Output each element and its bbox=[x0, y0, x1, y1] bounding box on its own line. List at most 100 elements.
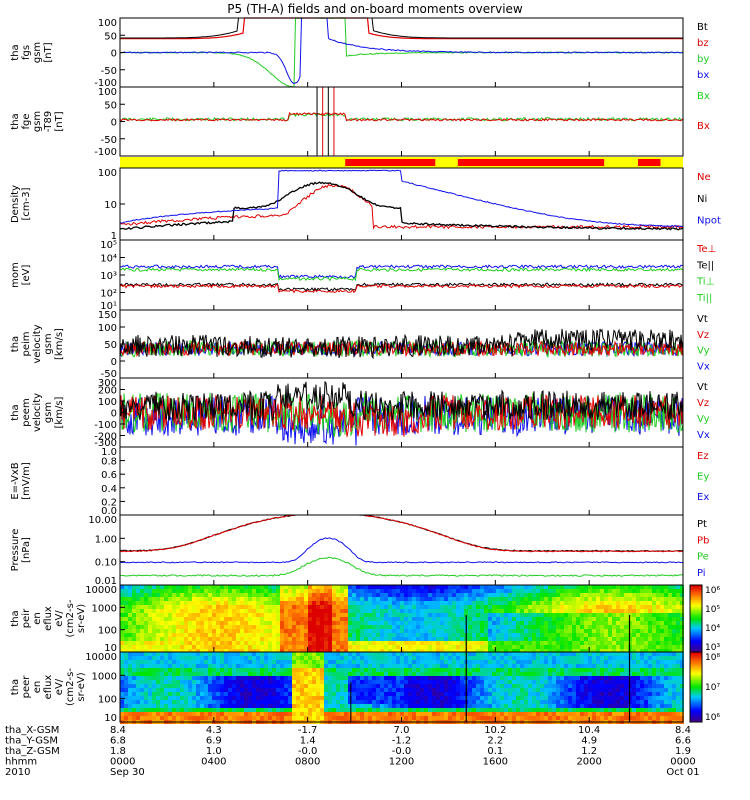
electron-spectrogram-cell bbox=[204, 668, 208, 672]
ion-spectrogram-cell bbox=[324, 617, 328, 621]
ion-spectrogram-cell bbox=[580, 617, 584, 621]
electron-spectrogram-cell bbox=[208, 692, 212, 696]
electron-spectrogram-cell bbox=[660, 700, 664, 704]
ion-spectrogram-cell bbox=[304, 629, 308, 633]
electron-spectrogram-cell bbox=[624, 688, 628, 692]
electron-spectrogram-cell bbox=[540, 652, 544, 656]
ion-spectrogram-cell bbox=[540, 641, 544, 645]
electron-spectrogram-cell bbox=[368, 660, 372, 664]
ion-spectrogram-cell bbox=[124, 637, 128, 641]
ion-spectrogram-cell bbox=[164, 593, 168, 597]
electron-spectrogram-cell bbox=[224, 652, 228, 656]
ion-spectrogram-cell bbox=[340, 649, 344, 653]
ion-spectrogram-cell bbox=[184, 633, 188, 637]
electron-spectrogram-cell bbox=[540, 696, 544, 700]
ion-spectrogram-cell bbox=[228, 613, 232, 617]
ion-spectrogram-cell bbox=[344, 629, 348, 633]
electron-spectrogram-cell bbox=[264, 692, 268, 696]
ion-spectrogram-cell bbox=[680, 633, 684, 637]
ion-spectrogram-cell bbox=[528, 645, 532, 649]
ion-spectrogram-cell bbox=[508, 645, 512, 649]
electron-spectrogram-cell bbox=[632, 704, 636, 708]
ion-spectrogram-cell bbox=[248, 633, 252, 637]
ion-spectrogram-cell bbox=[620, 629, 624, 633]
ion-spectrogram-cell bbox=[396, 613, 400, 617]
ion-spectrogram-cell bbox=[432, 621, 436, 625]
electron-spectrogram-cell bbox=[396, 704, 400, 708]
ion-spectrogram-cell bbox=[500, 613, 504, 617]
electron-spectrogram-cell bbox=[444, 712, 448, 716]
electron-spectrogram-cell bbox=[200, 660, 204, 664]
ion-spectrogram-cell bbox=[300, 641, 304, 645]
ion-spectrogram-cell bbox=[636, 633, 640, 637]
electron-spectrogram-cell bbox=[156, 696, 160, 700]
electron-spectrogram-cell bbox=[636, 704, 640, 708]
ion-spectrogram-cell bbox=[440, 629, 444, 633]
electron-spectrogram-cell bbox=[520, 652, 524, 656]
ion-spectrogram-cell bbox=[220, 645, 224, 649]
ion-spectrogram-cell bbox=[156, 633, 160, 637]
electron-spectrogram-cell bbox=[180, 700, 184, 704]
ion-spectrogram-cell bbox=[192, 649, 196, 653]
ion-spectrogram-cell bbox=[380, 617, 384, 621]
ion-spectrogram-cell bbox=[288, 629, 292, 633]
electron-spectrogram-cell bbox=[352, 712, 356, 716]
ion-spectrogram-cell bbox=[256, 613, 260, 617]
ion-spectrogram-cell bbox=[396, 625, 400, 629]
ion-spectrogram-cell bbox=[288, 605, 292, 609]
electron-spectrogram-cell bbox=[596, 708, 600, 712]
electron-spectrogram-cell bbox=[436, 716, 440, 720]
electron-spectrogram-cell bbox=[316, 684, 320, 688]
ion-spectrogram-cell bbox=[156, 597, 160, 601]
electron-spectrogram-cell bbox=[304, 668, 308, 672]
ion-spectrogram-cell bbox=[640, 585, 644, 589]
electron-spectrogram-cell bbox=[568, 656, 572, 660]
electron-spectrogram-cell bbox=[568, 652, 572, 656]
ion-spectrogram-cell bbox=[416, 597, 420, 601]
electron-spectrogram-cell bbox=[640, 696, 644, 700]
ion-spectrogram-cell bbox=[176, 597, 180, 601]
ion-spectrogram-cell bbox=[468, 617, 472, 621]
electron-spectrogram-cell bbox=[344, 712, 348, 716]
ion-spectrogram-cell bbox=[316, 593, 320, 597]
ion-spectrogram-cell bbox=[476, 585, 480, 589]
ion-spectrogram-cell bbox=[316, 637, 320, 641]
ion-spectrogram-cell bbox=[504, 605, 508, 609]
ion-spectrogram-cell bbox=[268, 617, 272, 621]
electron-spectrogram-cell bbox=[436, 692, 440, 696]
ion-spectrogram-cell bbox=[616, 621, 620, 625]
electron-spectrogram-cell bbox=[148, 704, 152, 708]
ion-spectrogram-cell bbox=[528, 633, 532, 637]
ion-spectrogram-cell bbox=[540, 617, 544, 621]
ion-spectrogram-cell bbox=[144, 633, 148, 637]
ion-spectrogram-cell bbox=[636, 585, 640, 589]
ion-spectrogram-cell bbox=[124, 585, 128, 589]
ion-spectrogram-cell bbox=[144, 605, 148, 609]
electron-spectrogram-cell bbox=[204, 656, 208, 660]
electron-spectrogram-cell bbox=[356, 700, 360, 704]
ion-spectrogram-cell bbox=[168, 649, 172, 653]
ion-spectrogram-cell bbox=[356, 613, 360, 617]
electron-spectrogram-cell bbox=[152, 704, 156, 708]
ion-spectrogram-cell bbox=[536, 629, 540, 633]
electron-spectrogram-cell bbox=[372, 656, 376, 660]
electron-spectrogram-cell bbox=[528, 660, 532, 664]
electron-spectrogram-cell bbox=[272, 664, 276, 668]
electron-spectrogram-cell bbox=[236, 668, 240, 672]
electron-spectrogram-cell bbox=[208, 680, 212, 684]
electron-spectrogram-cell bbox=[404, 688, 408, 692]
electron-spectrogram-cell bbox=[472, 696, 476, 700]
ion-spectrogram-cell bbox=[384, 641, 388, 645]
electron-spectrogram-cell bbox=[448, 688, 452, 692]
electron-spectrogram-cell bbox=[360, 672, 364, 676]
ion-spectrogram-cell bbox=[612, 605, 616, 609]
ion-spectrogram-cell bbox=[508, 621, 512, 625]
ion-spectrogram-cell bbox=[488, 589, 492, 593]
ion-spectrogram-cell bbox=[140, 593, 144, 597]
ion-spectrogram-cell bbox=[268, 625, 272, 629]
electron-spectrogram-cell bbox=[308, 700, 312, 704]
ion-spectrogram-cell bbox=[436, 597, 440, 601]
electron-spectrogram-cell bbox=[384, 692, 388, 696]
electron-spectrogram-cell bbox=[496, 656, 500, 660]
